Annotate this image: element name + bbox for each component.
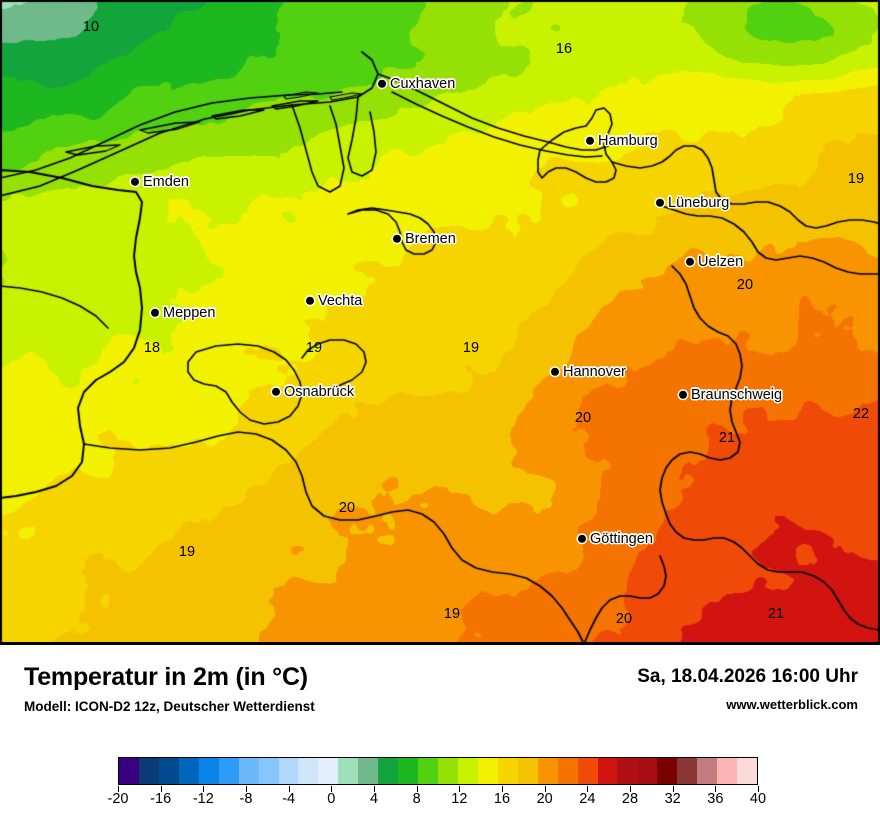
colorbar-swatch [258, 758, 279, 784]
colorbar-swatch [537, 758, 558, 784]
colorbar-swatch [697, 758, 718, 784]
colorbar-swatch [577, 758, 598, 784]
colorbar-tick [118, 786, 119, 792]
weather-map-panel[interactable]: Cuxhaven Hamburg Emden Lüneburg Bremen Uelzen… [0, 0, 880, 645]
colorbar-swatch [517, 758, 538, 784]
title-block: Temperatur in 2m (in °C) Modell: ICON-D2… [24, 665, 315, 714]
colorbar-swatch [418, 758, 438, 784]
colorbar-tick [203, 786, 205, 792]
colorbar-swatch [218, 758, 239, 784]
colorbar-swatch [298, 758, 319, 784]
colorbar-swatches [118, 757, 758, 785]
colorbar-tick-label: 0 [327, 791, 336, 807]
temperature-colorbar: -20 -16 -12 -8 -4 0 4 8 12 16 20 24 28 32 36 40 [108, 757, 766, 812]
colorbar-swatch [278, 758, 299, 784]
colorbar-tick [672, 786, 674, 792]
colorbar-swatch [737, 758, 757, 784]
colorbar-tick-label: 20 [536, 791, 553, 807]
colorbar-swatch [358, 758, 379, 784]
colorbar-swatch [637, 758, 658, 784]
colorbar-tick-labels: -20 -16 -12 -8 -4 0 4 8 12 16 20 24 28 32 36 40 [108, 786, 766, 812]
site-url: www.wetterblick.com [726, 697, 858, 712]
meta-block: Sa, 18.04.2026 16:00 Uhr www.wetterblick… [637, 667, 858, 711]
colorbar-swatch [119, 758, 139, 784]
colorbar-tick-label: -4 [282, 791, 296, 807]
colorbar-tick [288, 786, 290, 792]
colorbar-swatch [617, 758, 638, 784]
colorbar-tick [758, 786, 759, 792]
colorbar-tick-label: -20 [107, 791, 129, 807]
colorbar-tick [160, 786, 162, 792]
colorbar-swatch [657, 758, 678, 784]
colorbar-tick-label: 28 [621, 791, 639, 807]
colorbar-tick-label: 12 [451, 791, 468, 807]
valid-time: Sa, 18.04.2026 16:00 Uhr [637, 666, 858, 687]
colorbar-swatch [178, 758, 199, 784]
colorbar-tick [331, 786, 333, 792]
colorbar-tick-label: 36 [707, 791, 724, 807]
colorbar-swatch [338, 758, 359, 784]
page-title: Temperatur in 2m (in °C) [24, 663, 308, 691]
legend-footer: Temperatur in 2m (in °C) Modell: ICON-D2… [0, 645, 880, 830]
colorbar-swatch [438, 758, 458, 784]
colorbar-tick-label: -8 [239, 791, 253, 807]
colorbar-swatch [477, 758, 498, 784]
colorbar-tick-label: 32 [664, 791, 681, 807]
colorbar-swatch [378, 758, 399, 784]
colorbar-tick-label: -12 [192, 791, 214, 807]
temperature-field-canvas [0, 0, 880, 642]
colorbar-tick [630, 786, 631, 792]
colorbar-swatch [158, 758, 179, 784]
colorbar-tick-label: 40 [749, 791, 767, 807]
colorbar-swatch [138, 758, 159, 784]
model-subtitle: Modell: ICON-D2 12z, Deutscher Wetterdie… [24, 699, 315, 714]
colorbar-swatch [717, 758, 738, 784]
colorbar-tick [459, 786, 461, 792]
colorbar-tick [416, 786, 418, 792]
colorbar-tick [587, 786, 589, 792]
colorbar-swatch [198, 758, 219, 784]
colorbar-tick-label: 16 [493, 791, 511, 807]
colorbar-tick [715, 786, 717, 792]
colorbar-tick [246, 786, 247, 792]
colorbar-swatch [457, 758, 478, 784]
colorbar-swatch [497, 758, 518, 784]
colorbar-tick [544, 786, 546, 792]
colorbar-tick-label: 24 [579, 791, 596, 807]
colorbar-tick [374, 786, 375, 792]
colorbar-swatch [597, 758, 618, 784]
colorbar-swatch [677, 758, 698, 784]
colorbar-swatch [398, 758, 419, 784]
colorbar-tick-label: -16 [150, 791, 172, 807]
colorbar-swatch [557, 758, 578, 784]
colorbar-tick [502, 786, 503, 792]
colorbar-tick-label: 4 [369, 791, 379, 807]
colorbar-swatch [238, 758, 259, 784]
colorbar-tick-label: 8 [412, 791, 421, 807]
colorbar-swatch [318, 758, 339, 784]
